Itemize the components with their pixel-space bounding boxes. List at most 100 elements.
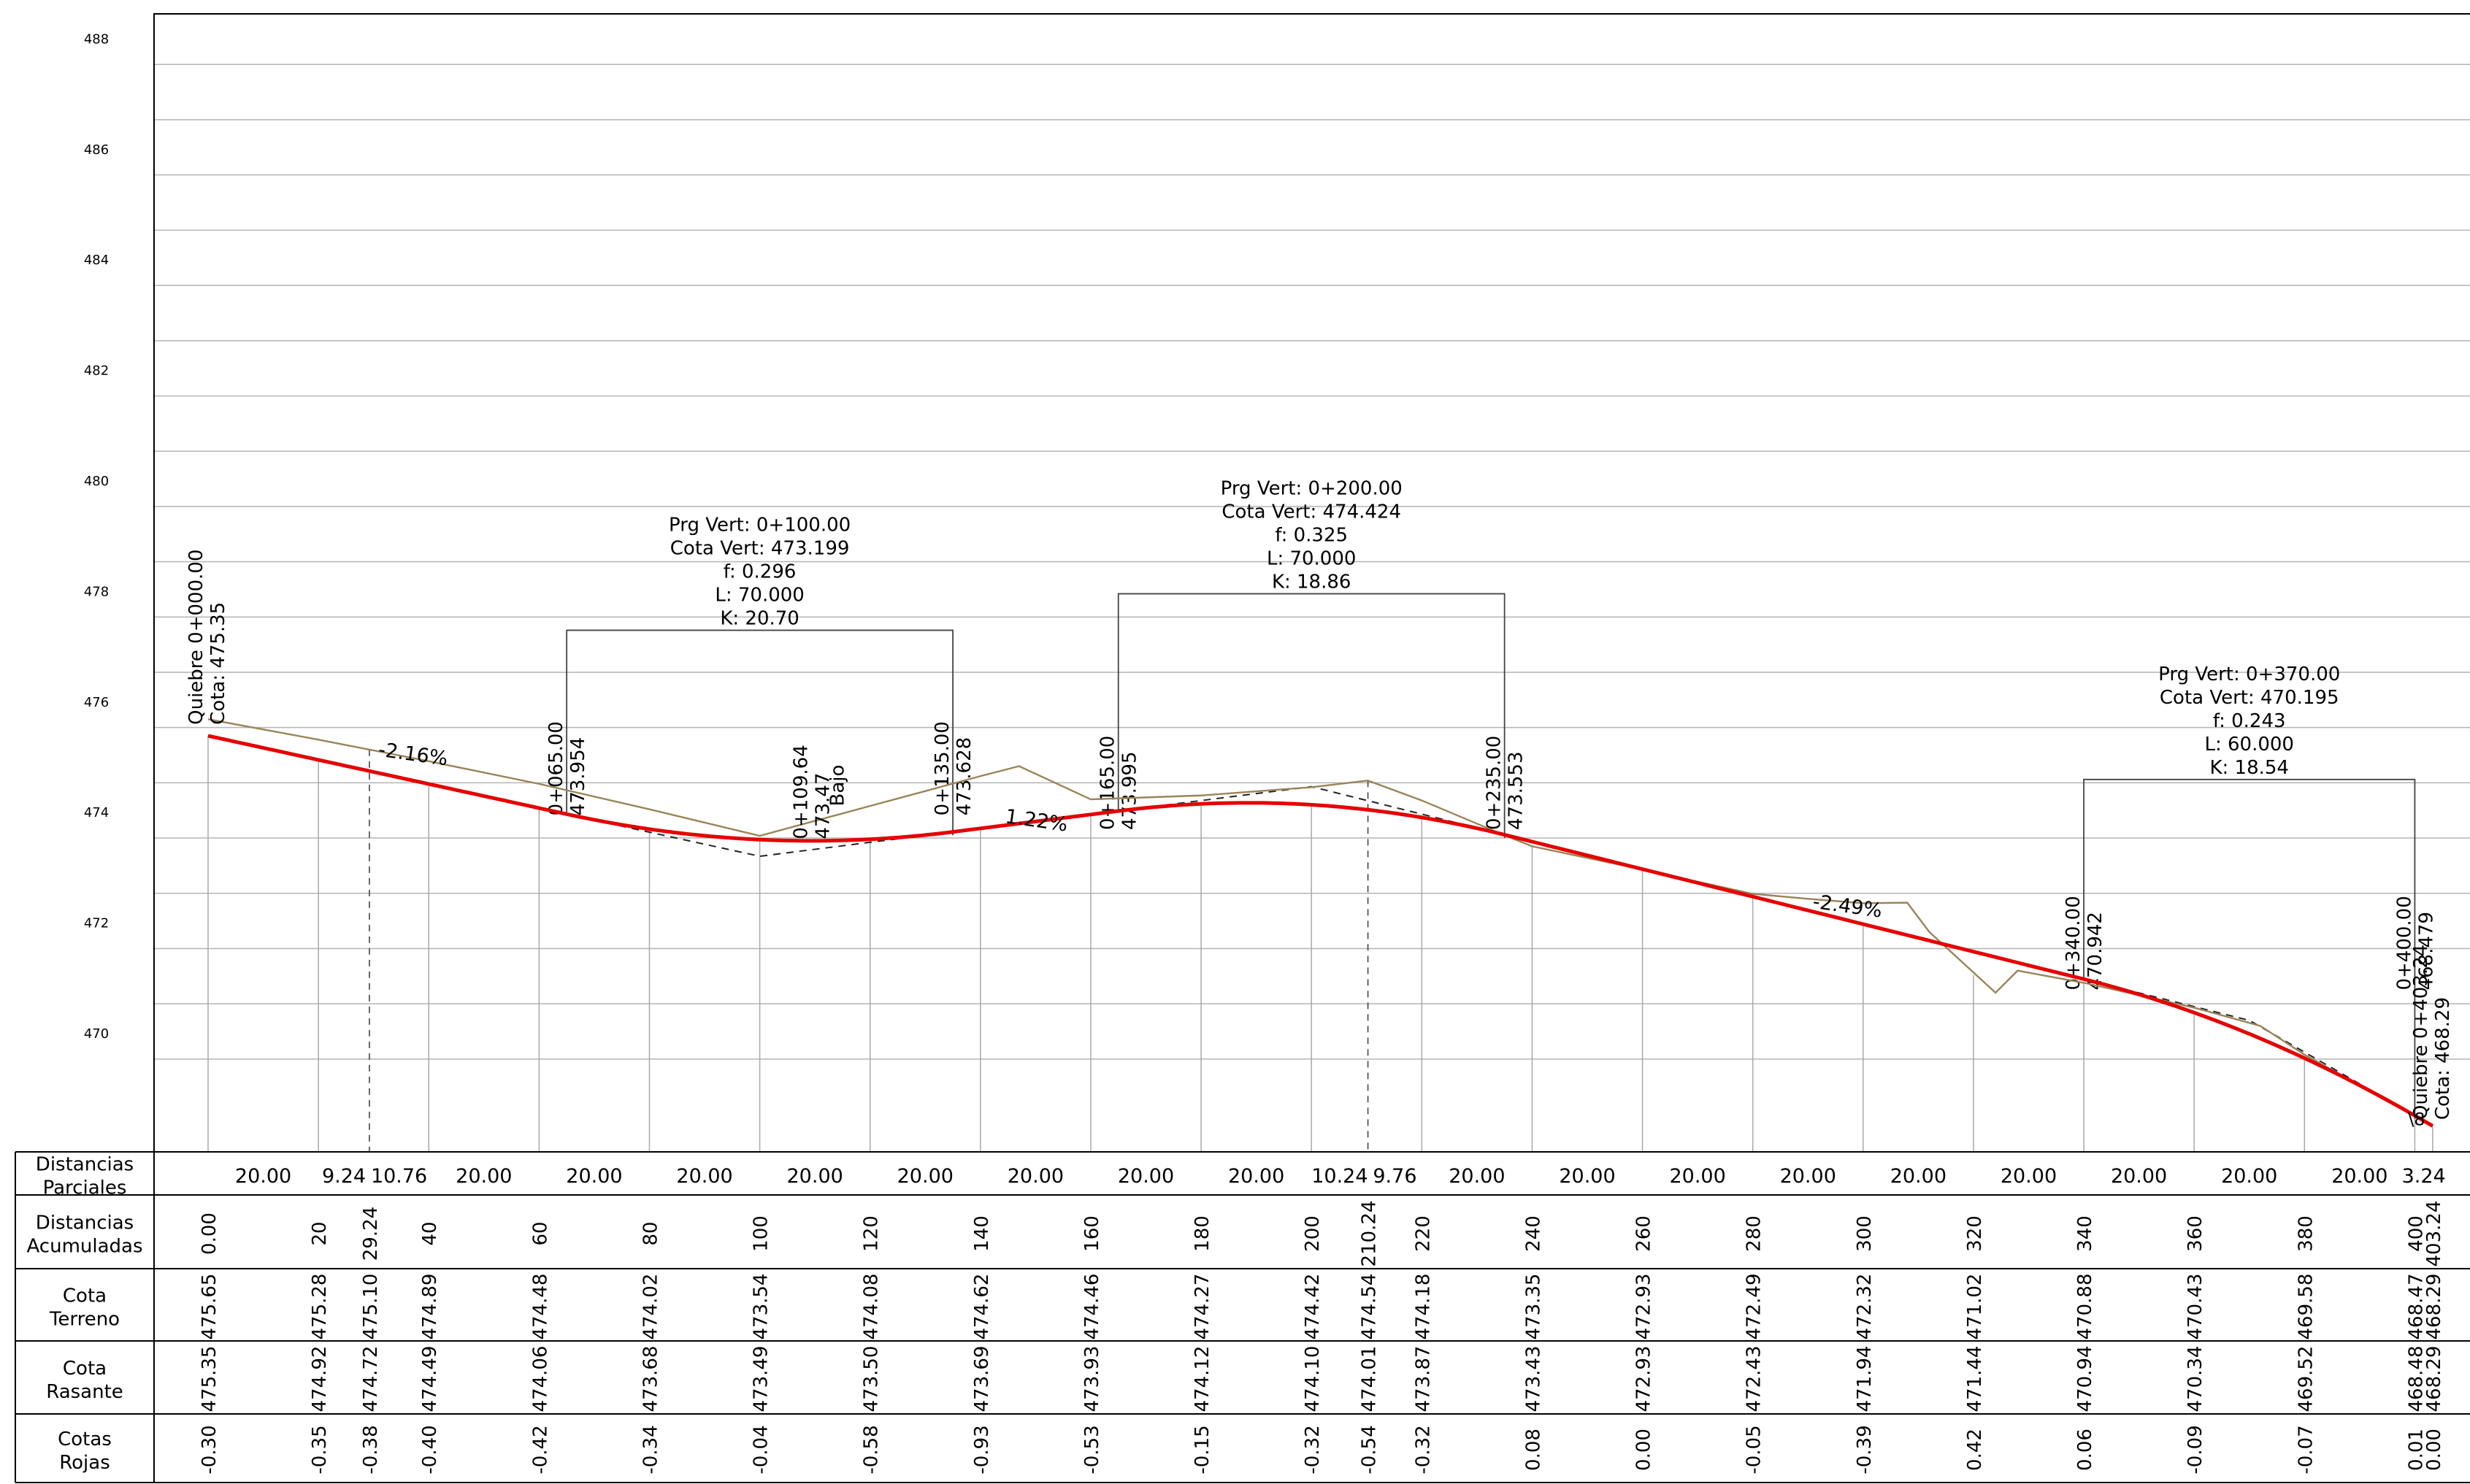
accumulated-distance-cell: 60: [529, 1221, 551, 1245]
curve-start-elevation: 473.995: [1119, 751, 1141, 830]
cut-fill-cell: -0.15: [1192, 1425, 1213, 1474]
vertical-curve-info: f: 0.243: [2213, 710, 2286, 732]
vertical-curve-info: Prg Vert: 0+100.00: [669, 514, 851, 536]
grade-elevation-cell: 474.06: [529, 1346, 551, 1412]
break-marker-label: 0+109.64: [790, 745, 812, 839]
curve-end-station: 0+135.00: [932, 721, 954, 815]
row-label: Cotas: [58, 1429, 112, 1450]
accumulated-distance-cell: 29.24: [360, 1207, 382, 1261]
curve-end-elevation: 473.628: [954, 737, 975, 816]
break-marker: 0+109.64 473.47: [790, 745, 834, 839]
row-label: Cota: [63, 1358, 107, 1380]
grade-label: -2.16%: [377, 739, 449, 771]
elevation-label: 474: [84, 805, 109, 820]
grade-elevation-cell: 471.94: [1854, 1346, 1876, 1412]
grade-elevation-cell: 472.93: [1633, 1346, 1655, 1412]
partial-distance-cell: 9.24: [322, 1165, 366, 1188]
terrain-elevation-cell: 472.49: [1744, 1274, 1765, 1340]
terrain-elevation-cell: 473.35: [1522, 1274, 1544, 1340]
low-point-label: Bajo: [826, 765, 848, 807]
cut-fill-cell: -0.93: [971, 1425, 993, 1474]
cut-fill-cell: 0.42: [1964, 1429, 1986, 1471]
curve-start-station: 0+165.00: [1097, 736, 1119, 830]
row-label: Cota: [63, 1285, 107, 1307]
partial-distance-cell: 20.00: [2221, 1165, 2277, 1188]
accumulated-distance-cell: 340: [2074, 1215, 2096, 1252]
terrain-elevation-cell: 474.62: [971, 1274, 993, 1340]
accumulated-distance-cell: 40: [419, 1221, 441, 1245]
terrain-elevation-cell: 470.43: [2185, 1274, 2206, 1340]
cut-fill-cell: -0.38: [360, 1425, 382, 1474]
elevation-label: 470: [84, 1026, 109, 1042]
terrain-elevation-cell: 468.29: [2423, 1274, 2445, 1340]
grade-elevation-cell: 473.49: [751, 1346, 772, 1412]
grade-elevation-cell: 474.72: [360, 1346, 382, 1412]
elevation-axis-labels: 488 486 484 482 480 478 476 474 472 470: [84, 31, 109, 1042]
partial-distance-cell: 3.24: [2402, 1165, 2446, 1188]
cut-fill-cell: -0.09: [2185, 1425, 2206, 1474]
grade-elevation-cell: 472.43: [1744, 1346, 1765, 1412]
terrain-elevation-cell: 474.18: [1412, 1274, 1434, 1340]
grade-elevation-cell: 468.48: [2405, 1346, 2427, 1412]
accumulated-distance-cell: 210.24: [1359, 1201, 1381, 1267]
cut-fill-cell: -0.58: [861, 1425, 883, 1474]
vertical-curve-info: Cota Vert: 474.424: [1221, 501, 1401, 523]
cut-fill-cell: 0.08: [1522, 1429, 1544, 1471]
terrain-elevation-cell: 474.27: [1192, 1274, 1213, 1340]
accumulated-distance-cell: 120: [861, 1215, 883, 1252]
terrain-elevation-cell: 475.28: [309, 1274, 331, 1340]
grade-elevation-cell: 473.50: [861, 1346, 883, 1412]
partial-distance-cell: 20.00: [456, 1165, 512, 1188]
elevation-grid: [154, 64, 2470, 1060]
grade-elevation-cell: 470.34: [2185, 1346, 2206, 1412]
partial-distance-cell: 20.00: [2111, 1165, 2167, 1188]
cut-fill-cell: -0.07: [2295, 1425, 2317, 1474]
elevation-label: 472: [84, 916, 109, 931]
grade-elevation-cell: 468.29: [2423, 1346, 2445, 1412]
accumulated-distance-cell: 160: [1081, 1215, 1103, 1252]
partial-distance-cell: 20.00: [787, 1165, 843, 1188]
partial-distance-cell: 20.00: [1449, 1165, 1505, 1188]
vertical-curve-bracket: [566, 629, 954, 836]
terrain-elevation-cell: 474.42: [1302, 1274, 1324, 1340]
vertical-curve-info: K: 18.86: [1272, 571, 1351, 593]
cut-fill-cell: -0.42: [529, 1425, 551, 1474]
vertical-curve-info: L: 70.000: [715, 584, 804, 606]
terrain-elevation-cell: 475.65: [199, 1274, 220, 1340]
curve-end-elevation: 468.479: [2415, 912, 2437, 991]
partial-distance-cell: 20.00: [1780, 1165, 1836, 1188]
grade-elevation-cell: 474.12: [1192, 1346, 1213, 1412]
terrain-elevation-cell: 474.54: [1359, 1274, 1381, 1340]
partial-distance-cell: 20.00: [1669, 1165, 1725, 1188]
cut-fill-cell: -0.30: [199, 1425, 220, 1474]
accumulated-distance-cell: 0.00: [199, 1212, 220, 1255]
accumulated-distance-cell: 240: [1522, 1215, 1544, 1252]
row-label: Rasante: [46, 1381, 123, 1403]
terrain-elevation-cell: 469.58: [2295, 1274, 2317, 1340]
accumulated-distance-cell: 260: [1633, 1215, 1655, 1252]
curve-end-station: 0+400.00: [2393, 896, 2415, 990]
curve-start-elevation: 470.942: [2084, 912, 2106, 991]
grade-elevation-cell: 473.93: [1081, 1346, 1103, 1412]
partial-distance-cell: 20.00: [1008, 1165, 1064, 1188]
break-marker: Quiebre 0+403.24 Cota: 468.29: [2410, 945, 2454, 1120]
partial-distance-cell: 10.76: [371, 1165, 427, 1188]
cut-fill-cell: -0.32: [1412, 1425, 1434, 1474]
grade-elevation-cell: 473.68: [640, 1346, 661, 1412]
accumulated-distance-cell: 360: [2185, 1215, 2206, 1252]
grade-elevation-cell: 470.94: [2074, 1346, 2096, 1412]
partial-distance-cell: 20.00: [1559, 1165, 1615, 1188]
terrain-elevation-cell: 475.10: [360, 1274, 382, 1340]
curve-end-station: 0+235.00: [1484, 736, 1506, 830]
partial-distance-cell: 9.76: [1373, 1165, 1416, 1188]
partial-distance-cell: 20.00: [566, 1165, 622, 1188]
row-label: Distancias: [36, 1154, 134, 1176]
terrain-elevation-cell: 474.48: [529, 1274, 551, 1340]
vertical-curve-info: f: 0.325: [1275, 524, 1348, 546]
grade-elevation-cell: 471.44: [1964, 1346, 1986, 1412]
grade-label: 1.22%: [1004, 805, 1069, 837]
break-marker-label: 473.47: [812, 773, 834, 839]
